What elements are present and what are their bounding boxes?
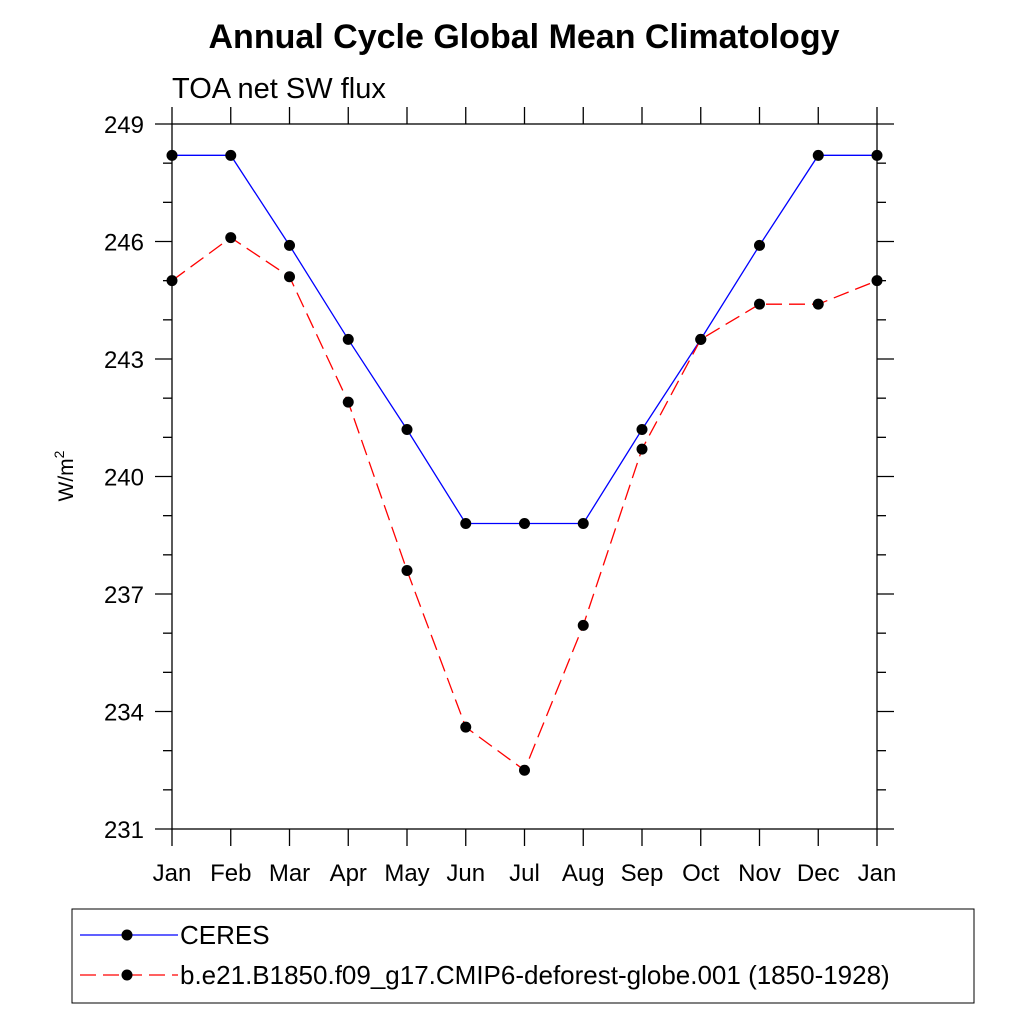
data-point-1 bbox=[695, 333, 707, 345]
x-tick-label: Oct bbox=[682, 860, 720, 887]
x-tick-label: Aug bbox=[562, 860, 605, 887]
data-point-1 bbox=[754, 298, 765, 310]
data-point-0 bbox=[577, 518, 589, 529]
y-axis-label: W/m2 bbox=[51, 450, 78, 501]
chart-title: Annual Cycle Global Mean Climatology bbox=[209, 18, 840, 56]
data-point-0 bbox=[812, 149, 824, 161]
data-point-1 bbox=[342, 396, 354, 408]
series-points bbox=[166, 149, 883, 776]
y-tick-label: 240 bbox=[104, 465, 144, 492]
legend-box bbox=[71, 908, 975, 1004]
y-tick-label: 249 bbox=[104, 112, 144, 139]
x-tick-label: Sep bbox=[621, 860, 664, 887]
x-tick-label: Jan bbox=[153, 860, 192, 887]
x-tick-label: Mar bbox=[269, 860, 310, 887]
data-point-1 bbox=[401, 565, 413, 576]
x-tick-label: Jul bbox=[509, 860, 540, 887]
data-point-0 bbox=[519, 518, 530, 529]
x-tick-label: Apr bbox=[330, 860, 367, 887]
data-point-0 bbox=[401, 424, 413, 435]
y-axis-label-sup: 2 bbox=[51, 450, 67, 458]
data-point-1 bbox=[636, 443, 648, 455]
data-point-1 bbox=[284, 271, 295, 283]
x-tick-label: Nov bbox=[738, 860, 781, 887]
data-point-0 bbox=[284, 239, 295, 251]
svg-text:W/m2: W/m2 bbox=[51, 450, 78, 501]
x-tick-labels: Jan Feb Mar Apr May Jun Jul Aug Sep Oct Nov Dec Jan bbox=[153, 860, 897, 887]
plot-frame bbox=[171, 123, 878, 830]
x-tick-label: Jun bbox=[446, 860, 485, 887]
data-point-1 bbox=[460, 721, 472, 733]
data-point-1 bbox=[812, 298, 824, 310]
y-tick-label: 246 bbox=[104, 230, 144, 257]
data-point-1 bbox=[577, 619, 589, 631]
legend-label-1: b.e21.B1850.f09_g17.CMIP6-deforest-globe… bbox=[180, 960, 890, 990]
data-point-0 bbox=[754, 239, 765, 251]
data-point-0 bbox=[460, 518, 472, 529]
data-point-0 bbox=[166, 149, 178, 161]
legend-label-0: CERES bbox=[180, 920, 270, 950]
series-line-1 bbox=[171, 236, 878, 772]
legend: CERES b.e21.B1850.f09_g17.CMIP6-deforest-… bbox=[80, 920, 890, 990]
x-tick-label: Jan bbox=[858, 860, 897, 887]
y-tick-label: 234 bbox=[104, 700, 144, 727]
chart-subtitle: TOA net SW flux bbox=[172, 73, 386, 105]
y-tick-label: 237 bbox=[104, 582, 144, 609]
x-tick-label: Feb bbox=[210, 860, 251, 887]
y-tick-labels: 231 234 237 240 243 246 249 bbox=[104, 112, 144, 844]
y-axis-label-base: W/m bbox=[55, 458, 78, 501]
y-tick-label: 231 bbox=[104, 817, 144, 844]
data-point-1 bbox=[225, 232, 237, 244]
legend-marker-0 bbox=[121, 929, 133, 941]
x-tick-label: Dec bbox=[797, 860, 840, 887]
data-point-1 bbox=[871, 275, 883, 287]
series-lines bbox=[171, 154, 878, 772]
axis-ticks bbox=[155, 107, 894, 846]
data-point-1 bbox=[519, 764, 530, 776]
legend-marker-1 bbox=[121, 969, 133, 981]
data-point-0 bbox=[342, 333, 354, 345]
series-line-0 bbox=[172, 154, 877, 525]
data-point-0 bbox=[871, 149, 883, 161]
y-tick-label: 243 bbox=[104, 347, 144, 374]
x-tick-label: May bbox=[384, 860, 429, 887]
data-point-1 bbox=[166, 275, 178, 287]
data-point-0 bbox=[636, 424, 648, 435]
data-point-0 bbox=[225, 149, 237, 161]
